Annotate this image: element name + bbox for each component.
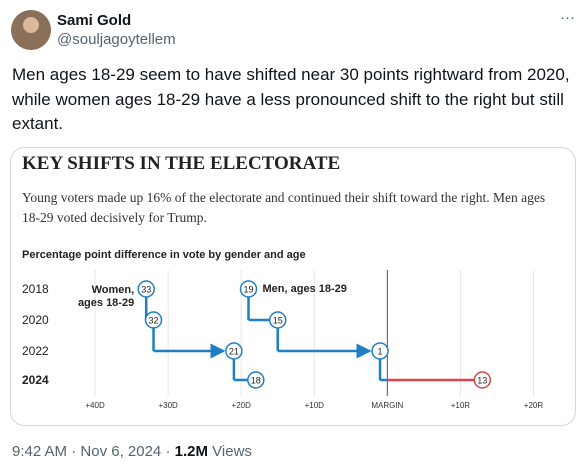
x-tick-label: MARGIN (371, 401, 403, 410)
time[interactable]: 9:42 AM (12, 443, 68, 460)
x-tick-label: +30D (158, 401, 178, 410)
data-point (247, 371, 265, 389)
views-count: 1.2M (174, 443, 208, 460)
data-label: 33 (141, 285, 151, 295)
tweet-footer: 9:42 AM · Nov 6, 2024 · 1.2M Views (12, 443, 252, 460)
data-label: 15 (273, 316, 283, 326)
data-point (268, 311, 287, 329)
y-tick-label: 2020 (22, 313, 49, 327)
author-handle[interactable]: @souljagoytellem (57, 31, 176, 48)
x-tick-label: +10D (305, 401, 325, 410)
date[interactable]: Nov 6, 2024 (80, 443, 162, 460)
x-tick-label: +20R (524, 401, 544, 410)
views-label: Views (212, 443, 252, 460)
data-point (371, 342, 389, 360)
y-tick-label: 2022 (22, 344, 49, 358)
x-tick-label: +40D (85, 401, 105, 410)
chart-card[interactable] (10, 147, 576, 426)
data-label: 19 (243, 285, 253, 295)
chart-title: KEY SHIFTS IN THE ELECTORATE (22, 153, 340, 174)
x-tick-label: +20D (232, 401, 252, 410)
series-label: Women, ages 18-29 (77, 284, 135, 309)
data-label: 18 (251, 376, 261, 386)
x-tick-label: +10R (451, 401, 471, 410)
plot: +40D +30D +20D +10D MARGIN +10R +20R 2018 2020 20… (22, 270, 543, 410)
data-label: 1 (378, 347, 383, 357)
tweet-text: Men ages 18-29 seem to have shifted near… (12, 65, 570, 133)
data-label: 32 (149, 316, 159, 326)
axis-title: Percentage point difference in vote by g… (22, 249, 306, 261)
data-point (144, 311, 163, 329)
y-tick-label: 2018 (22, 282, 49, 296)
avatar-face (23, 17, 39, 33)
more-button[interactable]: ··· (560, 9, 575, 26)
chart-subtitle: Young voters made up 16% of the electora… (22, 190, 546, 225)
data-label: 13 (477, 376, 487, 386)
series-label: Men, ages 18-29 (262, 283, 347, 295)
data-label: 21 (229, 347, 239, 357)
y-tick-label: 2024 (22, 373, 49, 387)
author-name[interactable]: Sami Gold (57, 12, 131, 29)
data-point (225, 342, 243, 360)
data-point (473, 371, 492, 389)
data-point (239, 280, 258, 298)
data-point (137, 280, 155, 298)
